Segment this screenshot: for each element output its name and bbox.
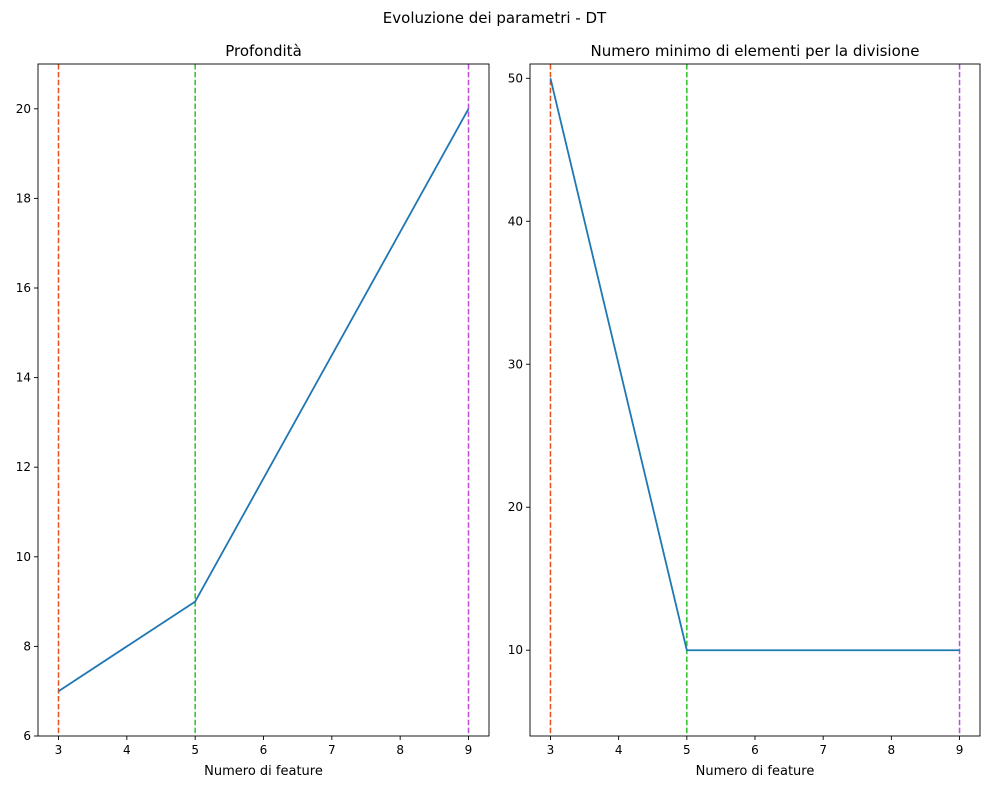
y-tick-label: 20: [508, 500, 523, 514]
plot-frame: [529, 63, 981, 737]
chart-title: Profondità: [225, 42, 302, 60]
x-tick-label: 5: [191, 743, 199, 757]
subplot-depth: Profondità 3 4 5 6 7 8 9 6 8 10 12 14 16 18 20 Numero di…: [16, 42, 490, 779]
x-tick-label: 8: [396, 743, 404, 757]
y-tick-label: 18: [16, 191, 31, 205]
y-tick-label: 8: [23, 639, 31, 653]
x-tick-label: 7: [328, 743, 336, 757]
y-tick-label: 30: [508, 357, 523, 371]
y-tick-label: 20: [16, 102, 31, 116]
x-tick-label: 3: [55, 743, 63, 757]
x-tick-label: 6: [751, 743, 759, 757]
y-tick-label: 16: [16, 281, 31, 295]
chart-title: Numero minimo di elementi per la divisio…: [590, 42, 919, 60]
x-tick-label: 4: [123, 743, 131, 757]
x-tick-label: 7: [819, 743, 827, 757]
y-tick-label: 50: [508, 71, 523, 85]
x-tick-label: 9: [956, 743, 964, 757]
y-tick-label: 10: [508, 643, 523, 657]
series-line: [58, 108, 470, 692]
x-tick-label: 8: [888, 743, 896, 757]
x-tick-label: 6: [260, 743, 268, 757]
y-tick-label: 6: [23, 729, 31, 743]
y-tick-label: 40: [508, 214, 523, 228]
x-tick-label: 3: [547, 743, 555, 757]
plot-frame: [37, 63, 490, 737]
x-tick-label: 5: [683, 743, 691, 757]
y-tick-label: 10: [16, 550, 31, 564]
x-axis-label: Numero di feature: [204, 764, 323, 779]
y-tick-label: 14: [16, 371, 31, 385]
x-tick-label: 4: [615, 743, 623, 757]
series-line: [549, 78, 960, 652]
figure-suptitle: Evoluzione dei parametri - DT: [383, 9, 607, 27]
y-tick-label: 12: [16, 460, 31, 474]
subplot-min-samples-split: Numero minimo di elementi per la divisio…: [508, 42, 981, 779]
x-tick-label: 9: [465, 743, 473, 757]
x-axis-label: Numero di feature: [696, 764, 815, 779]
